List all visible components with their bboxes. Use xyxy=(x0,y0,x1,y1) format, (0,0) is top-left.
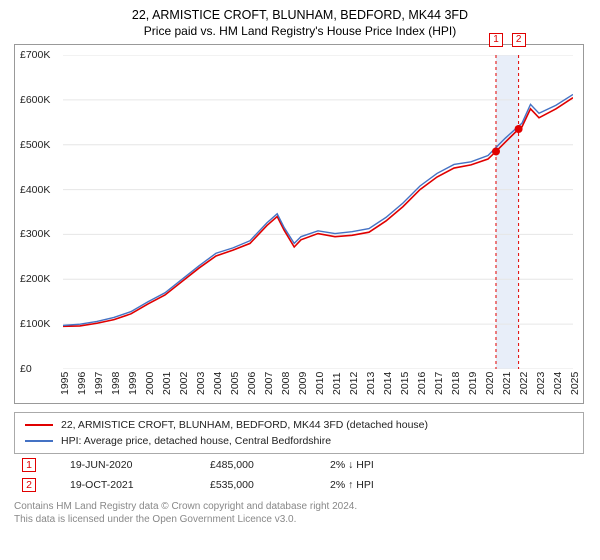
chart-marker-icon: 1 xyxy=(489,33,503,47)
plot-area: 12£0£100K£200K£300K£400K£500K£600K£700K1… xyxy=(63,55,573,369)
x-tick-label: 2006 xyxy=(246,372,258,395)
x-tick-label: 2010 xyxy=(314,372,326,395)
x-tick-label: 2011 xyxy=(331,372,343,395)
legend-label: 22, ARMISTICE CROFT, BLUNHAM, BEDFORD, M… xyxy=(61,419,428,431)
x-tick-label: 2000 xyxy=(144,372,156,395)
x-tick-label: 2002 xyxy=(178,372,190,395)
legend-swatch xyxy=(25,424,53,426)
sale-marker-icon: 2 xyxy=(22,478,36,492)
sale-price: £535,000 xyxy=(210,479,330,491)
x-tick-label: 2012 xyxy=(348,372,360,395)
x-tick-label: 2014 xyxy=(382,372,394,395)
legend-swatch xyxy=(25,440,53,442)
sale-date: 19-JUN-2020 xyxy=(70,459,210,471)
sale-date: 19-OCT-2021 xyxy=(70,479,210,491)
chart: 12£0£100K£200K£300K£400K£500K£600K£700K1… xyxy=(14,44,584,404)
y-tick-label: £400K xyxy=(17,184,63,196)
x-tick-label: 2005 xyxy=(229,372,241,395)
y-tick-label: £700K xyxy=(17,49,63,61)
sale-marker-icon: 1 xyxy=(22,458,36,472)
chart-marker-icon: 2 xyxy=(512,33,526,47)
x-tick-label: 2008 xyxy=(280,372,292,395)
x-tick-label: 2001 xyxy=(161,372,173,395)
y-tick-label: £500K xyxy=(17,139,63,151)
x-tick-label: 1997 xyxy=(93,372,105,395)
y-tick-label: £600K xyxy=(17,94,63,106)
x-tick-label: 2019 xyxy=(467,372,479,395)
legend: 22, ARMISTICE CROFT, BLUNHAM, BEDFORD, M… xyxy=(14,412,584,454)
x-tick-label: 2016 xyxy=(416,372,428,395)
x-tick-label: 2017 xyxy=(433,372,445,395)
footer-line: Contains HM Land Registry data © Crown c… xyxy=(14,500,584,513)
y-tick-label: £100K xyxy=(17,318,63,330)
x-tick-label: 1996 xyxy=(76,372,88,395)
legend-label: HPI: Average price, detached house, Cent… xyxy=(61,435,331,447)
x-tick-label: 2021 xyxy=(501,372,513,395)
x-tick-label: 2023 xyxy=(535,372,547,395)
sale-price: £485,000 xyxy=(210,459,330,471)
x-tick-label: 1999 xyxy=(127,372,139,395)
y-tick-label: £300K xyxy=(17,228,63,240)
x-tick-label: 2013 xyxy=(365,372,377,395)
legend-item: 22, ARMISTICE CROFT, BLUNHAM, BEDFORD, M… xyxy=(25,417,573,433)
footer-line: This data is licensed under the Open Gov… xyxy=(14,513,584,526)
x-tick-label: 2024 xyxy=(552,372,564,395)
footer: Contains HM Land Registry data © Crown c… xyxy=(14,494,584,526)
chart-title: 22, ARMISTICE CROFT, BLUNHAM, BEDFORD, M… xyxy=(14,8,586,22)
x-tick-label: 2018 xyxy=(450,372,462,395)
y-tick-label: £0 xyxy=(17,363,63,375)
sale-pct: 2% ↓ HPI xyxy=(330,459,374,471)
y-tick-label: £200K xyxy=(17,273,63,285)
x-tick-label: 2025 xyxy=(569,372,581,395)
x-tick-label: 2003 xyxy=(195,372,207,395)
x-tick-label: 1995 xyxy=(59,372,71,395)
x-tick-label: 2015 xyxy=(399,372,411,395)
x-tick-label: 2009 xyxy=(297,372,309,395)
x-tick-label: 2022 xyxy=(518,372,530,395)
legend-item: HPI: Average price, detached house, Cent… xyxy=(25,433,573,449)
x-tick-label: 1998 xyxy=(110,372,122,395)
sale-row: 1 19-JUN-2020 £485,000 2% ↓ HPI xyxy=(14,454,584,474)
x-tick-label: 2007 xyxy=(263,372,275,395)
x-tick-label: 2020 xyxy=(484,372,496,395)
sale-pct: 2% ↑ HPI xyxy=(330,479,374,491)
x-tick-label: 2004 xyxy=(212,372,224,395)
sale-row: 2 19-OCT-2021 £535,000 2% ↑ HPI xyxy=(14,474,584,494)
